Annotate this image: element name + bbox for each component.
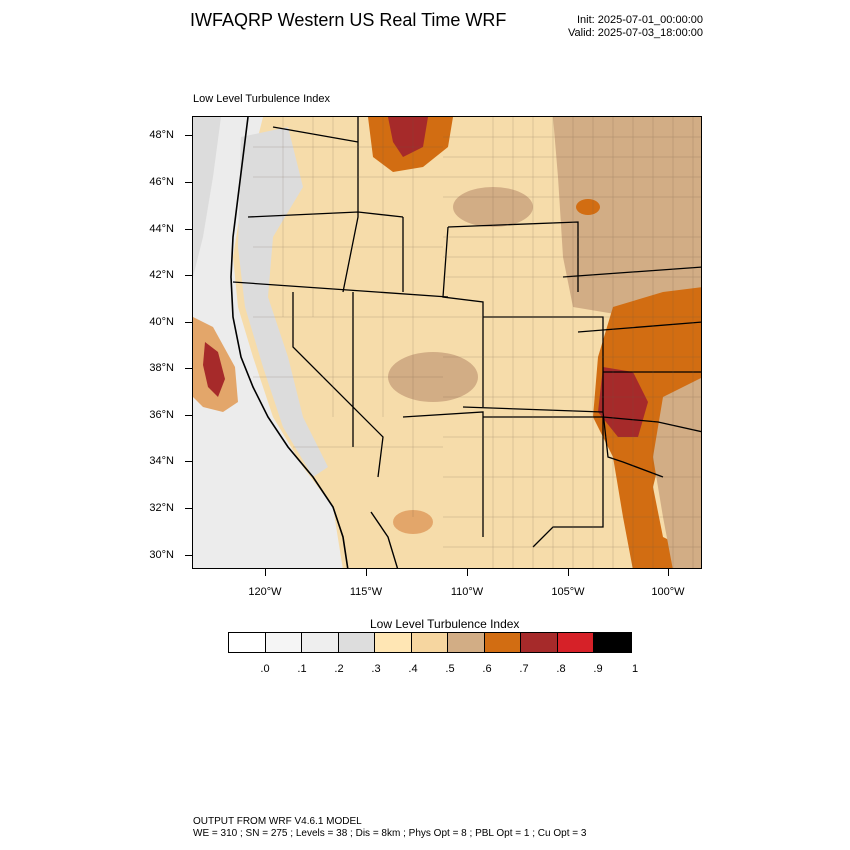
lon-label-115: 115°W <box>349 586 383 598</box>
colorbar-tick-label: .6 <box>482 663 492 675</box>
ocean-low-region <box>193 117 343 568</box>
model-version: OUTPUT FROM WRF V4.6.1 MODEL <box>193 816 362 827</box>
colorbar-tick-label: .2 <box>334 663 344 675</box>
lat-tick <box>185 322 192 323</box>
lat-tick <box>185 182 192 183</box>
coastline <box>230 117 349 568</box>
lat-label-34: 34°N <box>149 455 174 467</box>
lon-label-105: 105°W <box>551 586 585 598</box>
colorbar-swatch <box>484 633 521 652</box>
lat-tick <box>185 229 192 230</box>
lat-tick <box>185 508 192 509</box>
colorbar-swatch <box>302 633 339 652</box>
plains-elevated-region <box>553 117 701 327</box>
lat-label-48: 48°N <box>149 129 174 141</box>
county-lines <box>253 117 701 568</box>
lon-tick <box>265 569 266 576</box>
lon-tick <box>568 569 569 576</box>
lat-label-32: 32°N <box>149 502 174 514</box>
model-info: OUTPUT FROM WRF V4.6.1 MODEL WE = 310 ; … <box>193 816 586 840</box>
gulf-of-california-coast <box>370 511 399 568</box>
turbulence-map <box>192 116 702 569</box>
lon-tick <box>467 569 468 576</box>
lon-tick <box>668 569 669 576</box>
offshore-peak-region <box>203 342 225 397</box>
colorbar-swatch <box>229 633 266 652</box>
init-time: Init: 2025-07-01_00:00:00 <box>577 14 703 26</box>
colorbar <box>228 632 632 653</box>
colorbar-tick-label: .1 <box>297 663 307 675</box>
colorbar-swatch <box>411 633 448 652</box>
colorbar-swatch <box>448 633 485 652</box>
lat-tick <box>185 461 192 462</box>
coastal-grey-region <box>238 127 328 477</box>
colorbar-tick-label: .0 <box>260 663 270 675</box>
lat-label-46: 46°N <box>149 176 174 188</box>
lat-tick <box>185 415 192 416</box>
lat-label-38: 38°N <box>149 362 174 374</box>
lat-label-30: 30°N <box>149 549 174 561</box>
lat-tick <box>185 275 192 276</box>
lon-label-100: 100°W <box>651 586 685 598</box>
lat-tick <box>185 135 192 136</box>
lat-tick <box>185 555 192 556</box>
valid-time: Valid: 2025-07-03_18:00:00 <box>568 27 703 39</box>
run-times: Init: 2025-07-01_00:00:00 Valid: 2025-07… <box>568 14 703 40</box>
dakota-high-patch <box>576 199 600 215</box>
colorbar-swatch <box>338 633 375 652</box>
lat-label-40: 40°N <box>149 316 174 328</box>
colorbar-tick-label: 1 <box>631 663 639 675</box>
colorbar-tick-label: .9 <box>593 663 603 675</box>
colorbar-swatch <box>375 633 412 652</box>
offshore-region <box>193 117 221 277</box>
colorbar-tick-label: .4 <box>408 663 418 675</box>
colorbar-swatch <box>521 633 558 652</box>
colorbar-swatch <box>265 633 302 652</box>
arizona-elevated-patch <box>393 510 433 534</box>
colorbar-tick-label: .3 <box>371 663 381 675</box>
plot-title: IWFAQRP Western US Real Time WRF <box>190 10 507 30</box>
colorbar-tick-label: .5 <box>445 663 455 675</box>
lon-label-120: 120°W <box>248 586 282 598</box>
lon-tick <box>366 569 367 576</box>
southern-plains-high-region <box>593 287 701 568</box>
model-settings: WE = 310 ; SN = 275 ; Levels = 38 ; Dis … <box>193 828 587 839</box>
colorbar-title: Low Level Turbulence Index <box>370 617 520 631</box>
colorbar-tick-label: .7 <box>519 663 529 675</box>
map-canvas <box>193 117 701 568</box>
colorbar-tick-label: .8 <box>556 663 566 675</box>
lat-label-42: 42°N <box>149 269 174 281</box>
colorbar-swatch <box>594 633 631 652</box>
lat-label-36: 36°N <box>149 409 174 421</box>
east-texas-elevated-region <box>653 378 701 568</box>
lon-label-110: 110°W <box>450 586 484 598</box>
state-boundaries <box>232 117 701 548</box>
field-name: Low Level Turbulence Index <box>193 93 330 105</box>
lat-label-44: 44°N <box>149 223 174 235</box>
colorbar-swatch <box>557 633 594 652</box>
lat-tick <box>185 368 192 369</box>
